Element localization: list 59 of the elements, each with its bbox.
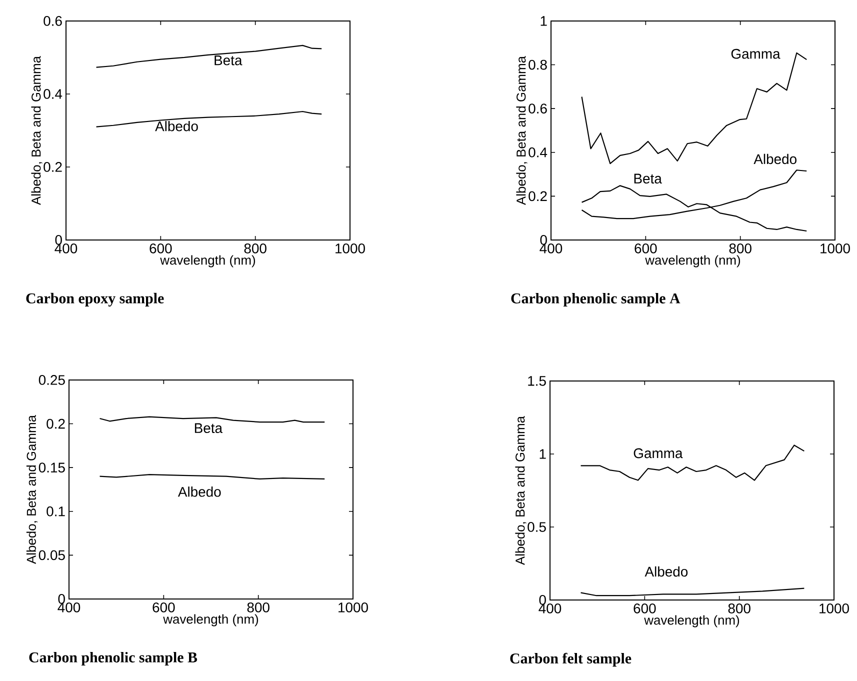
text: Carbon phenolic sample A bbox=[511, 292, 680, 306]
series-label: Beta bbox=[634, 174, 662, 184]
line-series bbox=[580, 588, 805, 596]
x-tick-label: 600 bbox=[634, 603, 656, 614]
y-tick-label: 1 bbox=[540, 449, 546, 459]
y-tick-label: 0 bbox=[58, 594, 65, 604]
x-axis-title: wavelength (nm) bbox=[644, 615, 740, 628]
x-tick-label: 1000 bbox=[336, 243, 365, 254]
series-label: Albedo bbox=[155, 120, 198, 132]
x-axis-title: wavelength (nm) bbox=[163, 614, 258, 626]
y-tick-label: 0.05 bbox=[38, 550, 65, 560]
y-axis-title: Albedo, Beta and Gamma bbox=[26, 414, 38, 564]
x-tick-label: 1000 bbox=[820, 243, 850, 254]
y-tick-label: 0 bbox=[539, 595, 546, 605]
series-label: Gamma bbox=[634, 448, 683, 458]
text: Carbon epoxy sample bbox=[26, 292, 164, 306]
y-tick-label: 0 bbox=[540, 235, 547, 245]
line-series bbox=[96, 44, 322, 68]
x-tick-label: 800 bbox=[244, 243, 266, 254]
x-axis-title: wavelength (nm) bbox=[160, 255, 256, 268]
series-label: Albedo bbox=[178, 486, 221, 497]
text: Carbon phenolic sample B bbox=[29, 652, 198, 666]
y-tick-label: 0.6 bbox=[44, 16, 62, 26]
x-tick-label: 600 bbox=[634, 243, 657, 254]
x-tick-label: 1000 bbox=[338, 602, 368, 612]
y-tick-label: 0.4 bbox=[528, 147, 548, 158]
y-tick-label: 0.6 bbox=[528, 104, 547, 114]
y-tick-label: 0.8 bbox=[528, 60, 547, 70]
y-tick-label: 0.1 bbox=[46, 506, 65, 516]
y-axis-title: Albedo, Beta and Gamma bbox=[31, 56, 42, 205]
y-tick-label: 0.2 bbox=[528, 191, 547, 202]
x-tick-label: 600 bbox=[150, 243, 172, 254]
x-tick-label: 800 bbox=[247, 602, 270, 612]
y-tick-label: 0.5 bbox=[528, 522, 546, 532]
series-label: Beta bbox=[214, 56, 242, 66]
y-axis-title: Albedo, Beta and Gamma bbox=[515, 416, 526, 565]
y-axis-title: Albedo, Beta and Gamma bbox=[516, 56, 528, 205]
y-tick-label: 0.15 bbox=[38, 462, 65, 473]
x-tick-label: 400 bbox=[54, 243, 78, 254]
y-tick-label: 0.4 bbox=[44, 89, 62, 99]
text: Carbon felt sample bbox=[510, 652, 632, 667]
x-tick-label: 400 bbox=[58, 602, 80, 612]
x-tick-label: 400 bbox=[538, 603, 562, 614]
x-tick-label: 800 bbox=[729, 243, 752, 254]
x-tick-label: 600 bbox=[152, 602, 175, 612]
y-tick-label: 0.2 bbox=[44, 162, 62, 172]
x-axis-title: wavelength (nm) bbox=[645, 255, 740, 268]
y-tick-label: 1 bbox=[540, 16, 547, 26]
series-label: Gamma bbox=[731, 48, 780, 59]
y-tick-label: 0.2 bbox=[46, 418, 65, 429]
x-tick-label: 400 bbox=[540, 243, 562, 254]
y-tick-label: 0 bbox=[55, 235, 62, 245]
y-tick-label: 0.25 bbox=[38, 375, 65, 385]
y-tick-label: 1.5 bbox=[528, 376, 546, 386]
series-label: Albedo bbox=[754, 154, 796, 164]
series-label: Albedo bbox=[644, 566, 688, 577]
x-tick-label: 1000 bbox=[820, 603, 849, 614]
x-tick-label: 800 bbox=[728, 603, 750, 614]
series-label: Beta bbox=[194, 423, 223, 434]
